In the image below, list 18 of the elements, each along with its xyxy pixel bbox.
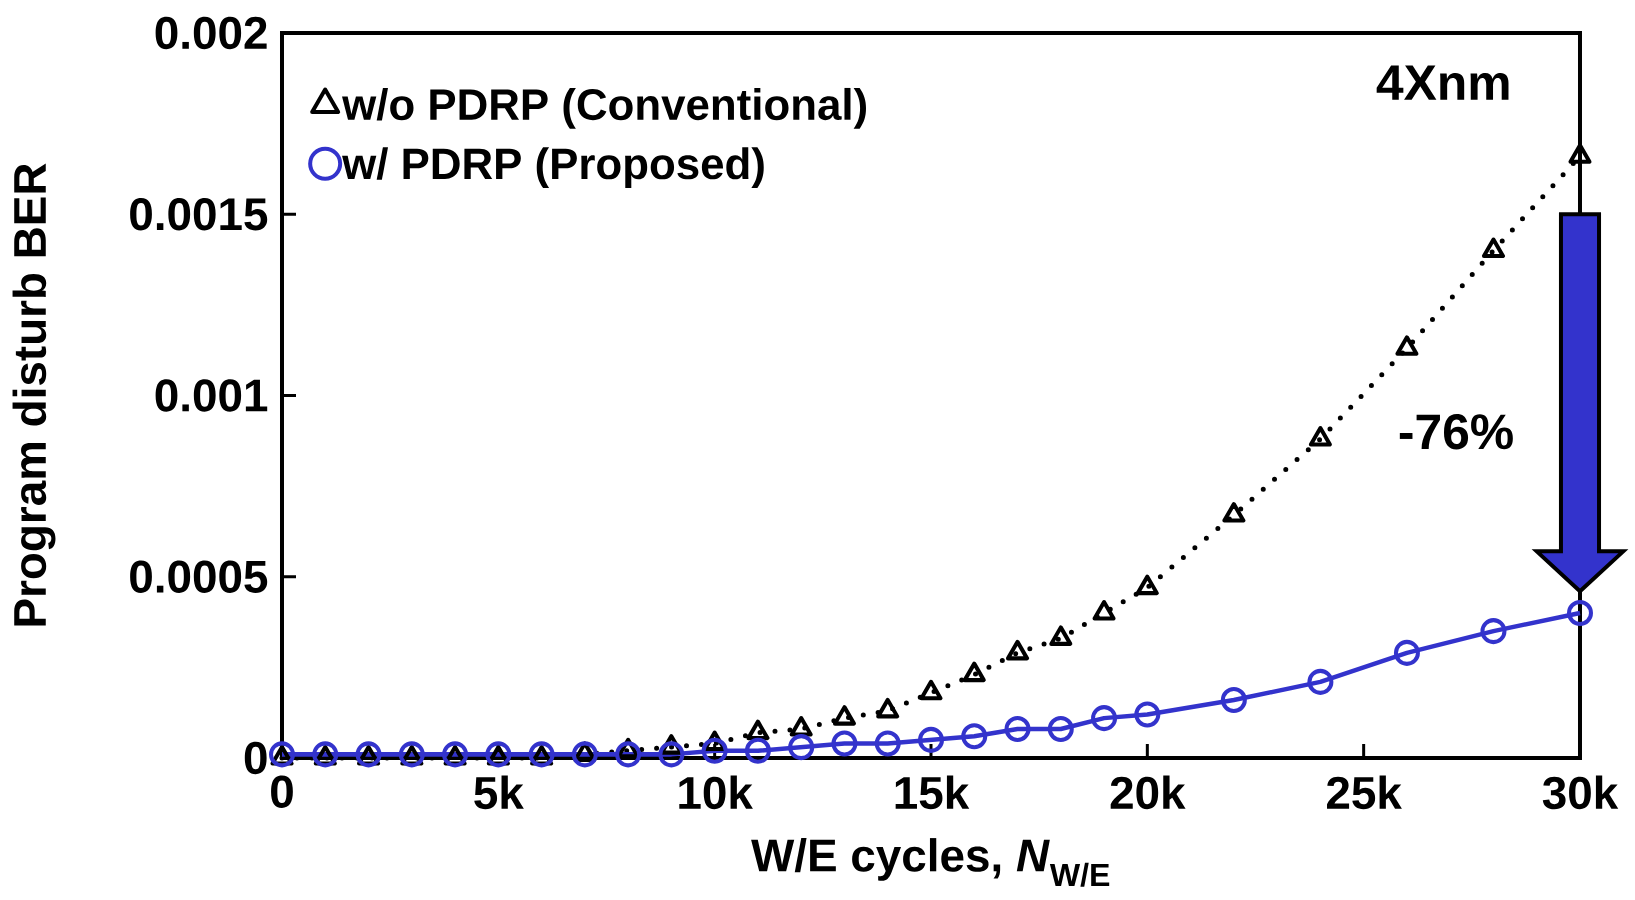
x-tick-label: 30k (1542, 775, 1619, 810)
y-tick-label: 0.0005 (130, 560, 268, 593)
annotation: -76% (1399, 414, 1513, 450)
annotation: 4Xnm (1376, 65, 1509, 100)
x-tick-label: 15k (895, 775, 970, 810)
y-tick-label: 0.0015 (130, 198, 268, 231)
x-axis-title: W/E cycles, N$_{W/E}$ (751, 838, 1110, 887)
x-tick-label: 0 (271, 775, 293, 808)
x-tick-label: 5k (474, 775, 524, 810)
x-tick-label: 25k (1327, 775, 1402, 810)
y-tick-label: 0.002 (155, 16, 267, 50)
x-tick-label: 20k (1110, 775, 1186, 810)
y-tick-label: 0 (244, 741, 267, 775)
x-tick-label: 10k (679, 775, 753, 810)
legend-label: w/o PDRP (Conventional) (342, 87, 866, 129)
legend-label: w/ PDRP (Proposed) (342, 147, 764, 189)
y-axis-title: Program disturb BER (12, 163, 56, 626)
y-tick-label: 0.001 (155, 379, 268, 412)
